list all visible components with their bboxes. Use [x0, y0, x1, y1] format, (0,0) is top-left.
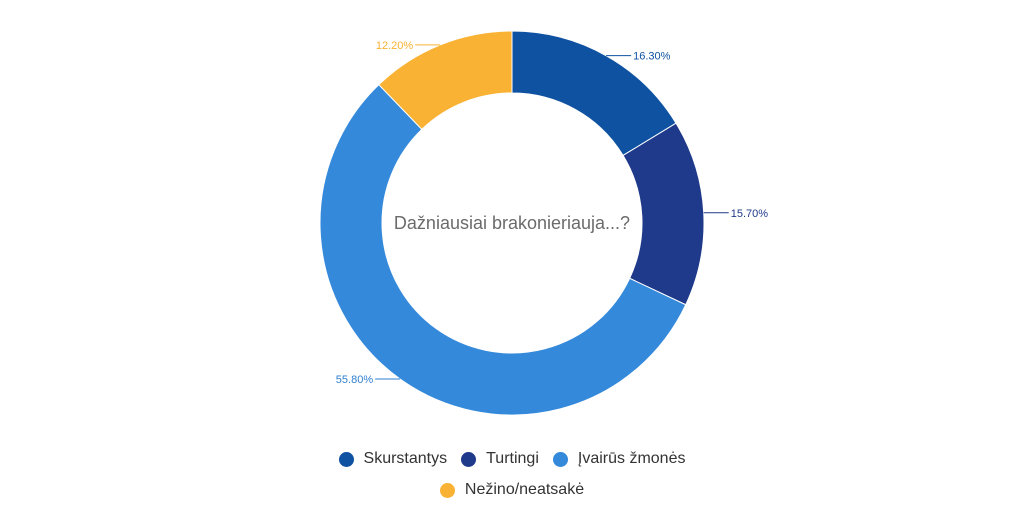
data-label-skurstantys: 16.30% — [633, 51, 671, 63]
legend-item-turtingi[interactable]: Turtingi — [461, 450, 539, 468]
slice-turtingi[interactable] — [622, 122, 705, 306]
slices-group — [319, 30, 705, 416]
data-label-turtingi: 15.70% — [731, 208, 769, 220]
legend-label-ivairus-zmones: Įvairūs žmonės — [577, 450, 686, 467]
legend-marker-ivairus-zmones — [552, 451, 568, 467]
slice-nezino-neatsake[interactable] — [378, 30, 513, 131]
legend-item-skurstantys[interactable]: Skurstantys — [338, 450, 448, 468]
legend-item-nezino-neatsake[interactable]: Nežino/neatsakė — [439, 481, 585, 499]
legend: Skurstantys Turtingi Įvairūs žmonės Neži… — [0, 447, 1024, 509]
legend-marker-nezino-neatsake — [439, 482, 455, 498]
legend-item-ivairus-zmones[interactable]: Įvairūs žmonės — [552, 450, 686, 468]
legend-marker-turtingi — [461, 451, 477, 467]
slice-ivairus-zmones[interactable] — [319, 83, 687, 416]
legend-row-2: Nežino/neatsakė — [0, 478, 1024, 502]
chart-title: Dažniausiai brakonieriauja...? — [394, 213, 630, 233]
data-label-nezino-neatsake: 12.20% — [376, 40, 414, 52]
data-label-ivairus-zmones: 55.80% — [336, 374, 374, 386]
legend-label-nezino-neatsake: Nežino/neatsakė — [464, 481, 585, 498]
legend-marker-skurstantys — [338, 451, 354, 467]
legend-label-turtingi: Turtingi — [486, 450, 539, 467]
legend-label-skurstantys: Skurstantys — [363, 450, 448, 467]
legend-row-1: Skurstantys Turtingi Įvairūs žmonės — [0, 447, 1024, 471]
slice-labels-group: 16.30% 15.70% 55.80% 12.20% — [336, 40, 768, 386]
